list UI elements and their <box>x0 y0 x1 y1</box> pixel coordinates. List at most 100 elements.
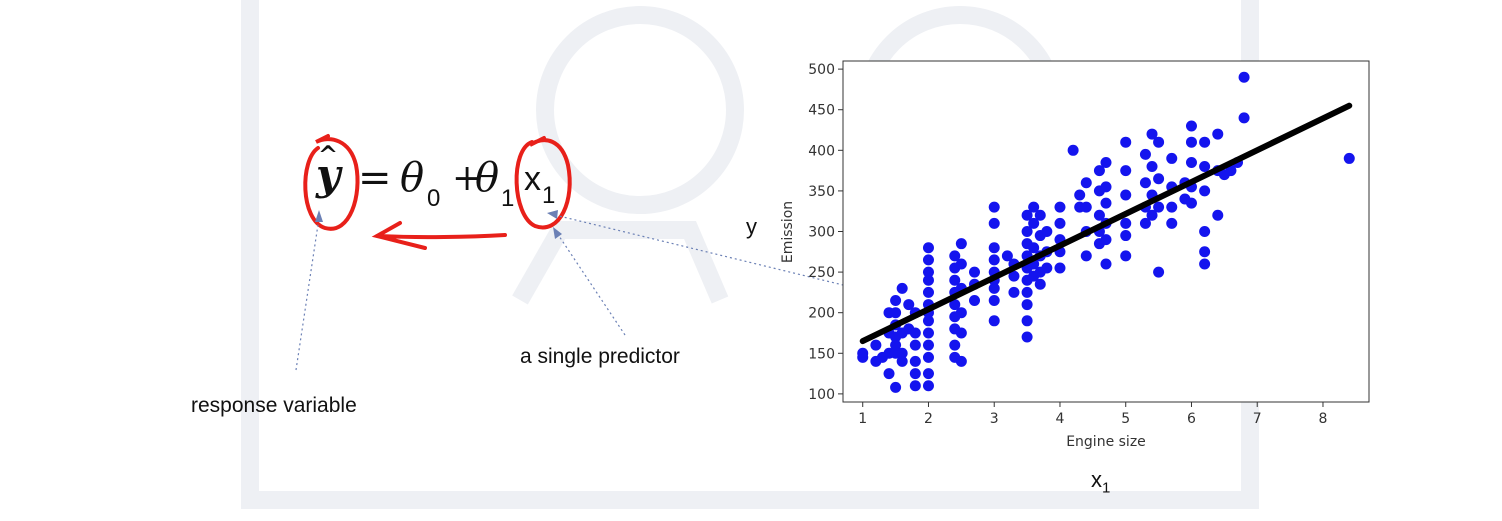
data-point <box>1021 286 1033 298</box>
x-axis-annotation-text: x <box>1091 467 1102 492</box>
data-point <box>1008 286 1020 298</box>
data-point <box>890 307 902 319</box>
data-point <box>1153 266 1165 278</box>
data-point <box>1001 250 1013 262</box>
x-tick-label: 5 <box>1121 411 1130 427</box>
y-tick-label: 150 <box>808 346 835 362</box>
data-point <box>1199 246 1211 258</box>
data-point <box>988 315 1000 327</box>
data-point <box>1120 136 1132 148</box>
data-point <box>1067 144 1079 156</box>
x-variable: x <box>524 160 541 198</box>
data-point <box>890 339 902 351</box>
data-point <box>1080 177 1092 189</box>
data-points <box>857 71 1355 393</box>
data-point <box>922 339 934 351</box>
y-tick-label: 250 <box>808 265 835 281</box>
data-point <box>1120 250 1132 262</box>
data-point <box>1100 258 1112 270</box>
x-axis-annotation-subscript: 1 <box>1102 479 1111 497</box>
theta1-symbol: θ <box>475 155 500 201</box>
response-variable-label: response variable <box>191 394 357 417</box>
data-point <box>1054 217 1066 229</box>
x1-circle <box>514 136 572 230</box>
data-point <box>909 380 921 392</box>
x-tick-label: 8 <box>1319 411 1328 427</box>
data-point <box>1238 71 1250 83</box>
data-point <box>909 355 921 367</box>
data-point <box>1041 262 1053 274</box>
y-hat-symbol: y <box>316 150 341 199</box>
data-point <box>1185 120 1197 132</box>
data-point <box>1153 173 1165 185</box>
data-point <box>1028 217 1040 229</box>
predictor-pointer-arrowhead <box>553 227 562 239</box>
data-point <box>955 307 967 319</box>
x1-to-chart-arrowhead <box>547 210 558 219</box>
data-point <box>1054 201 1066 213</box>
plot-area <box>842 60 1370 403</box>
data-point <box>969 266 980 278</box>
data-point <box>1120 230 1132 242</box>
data-point <box>922 368 934 380</box>
data-point <box>1008 270 1020 282</box>
data-point <box>1100 181 1112 193</box>
data-point <box>1100 197 1112 209</box>
equals-sign: = <box>358 155 392 201</box>
data-point <box>949 250 961 262</box>
theta0-symbol: θ <box>400 155 425 201</box>
data-point <box>922 274 934 286</box>
y-tick-label: 300 <box>808 225 835 241</box>
data-point <box>988 295 1000 307</box>
data-point <box>896 347 908 359</box>
hat-accent: ^ <box>318 140 339 169</box>
data-point <box>1185 156 1197 168</box>
x-axis-title: Engine size <box>1066 434 1146 450</box>
data-point <box>1212 209 1224 221</box>
data-point <box>1343 152 1355 164</box>
data-point <box>922 380 934 392</box>
x-tick-label: 6 <box>1187 411 1196 427</box>
data-point <box>1080 250 1092 262</box>
data-point <box>1146 161 1158 173</box>
data-point <box>1199 258 1211 270</box>
data-point <box>1185 136 1197 148</box>
data-point <box>1100 156 1112 168</box>
x-tick-label: 2 <box>924 411 933 427</box>
data-point <box>909 339 921 351</box>
data-point <box>1034 278 1046 290</box>
data-point <box>1028 201 1040 213</box>
data-point <box>1074 189 1086 201</box>
y-hat-circle <box>303 134 360 231</box>
red-arrow <box>371 221 507 250</box>
data-point <box>1166 152 1178 164</box>
plus-sign: + <box>452 158 483 199</box>
data-point <box>988 242 1000 254</box>
data-point <box>1120 217 1132 229</box>
y-tick-label: 200 <box>808 306 835 322</box>
data-point <box>1028 242 1040 254</box>
data-point <box>1034 209 1046 221</box>
x-axis-ticks: 1 2 3 4 5 6 7 8 <box>858 402 1327 427</box>
data-point <box>1021 315 1033 327</box>
data-point <box>1199 226 1211 237</box>
theta1-subscript: 1 <box>501 185 515 212</box>
data-point <box>1166 217 1178 229</box>
data-point <box>1139 217 1151 229</box>
y-tick-label: 400 <box>808 143 835 159</box>
data-point <box>909 368 921 380</box>
data-point <box>988 217 1000 229</box>
data-point <box>896 355 908 367</box>
data-point <box>1185 197 1197 209</box>
x-tick-label: 1 <box>858 411 867 427</box>
y-axis-ticks: 100 150 200 250 300 350 400 450 500 <box>808 62 843 403</box>
data-point <box>896 282 908 294</box>
data-point <box>922 242 934 254</box>
data-point <box>949 274 961 286</box>
data-point <box>922 266 934 278</box>
data-point <box>1120 165 1132 177</box>
data-point <box>955 258 967 270</box>
data-point <box>1199 161 1211 173</box>
data-point <box>1139 177 1151 189</box>
